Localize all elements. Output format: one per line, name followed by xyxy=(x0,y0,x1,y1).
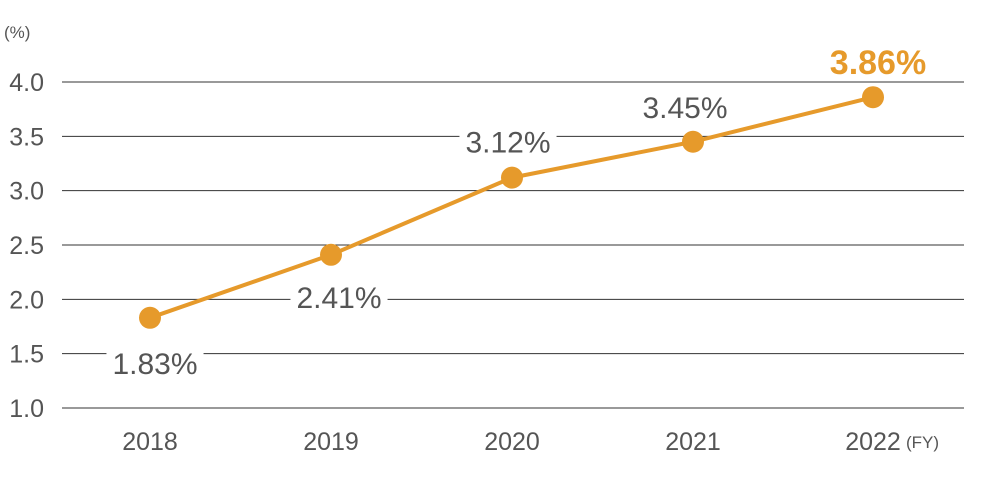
data-points xyxy=(139,86,884,329)
x-axis-ticks: 2018 2019 2020 2021 2022 xyxy=(122,428,901,456)
data-labels: 1.83% 2.41% 3.12% 3.45% 3.86% xyxy=(106,44,926,381)
data-label: 1.83% xyxy=(112,348,197,381)
data-label: 3.45% xyxy=(642,92,727,125)
y-axis-ticks: 1.0 1.5 2.0 2.5 3.0 3.5 4.0 xyxy=(9,69,44,423)
x-tick-label: 2021 xyxy=(665,428,721,456)
highlight-data-label: 3.86% xyxy=(830,44,926,82)
x-tick-label: 2018 xyxy=(122,428,178,456)
x-axis-unit: (FY) xyxy=(906,433,939,452)
y-tick-label: 2.0 xyxy=(9,286,44,314)
data-point xyxy=(862,86,884,109)
x-tick-label: 2020 xyxy=(484,428,540,456)
x-tick-label: 2019 xyxy=(303,428,359,456)
label-background xyxy=(290,281,388,315)
data-point xyxy=(320,243,342,266)
data-point xyxy=(139,306,161,329)
data-label: 3.12% xyxy=(465,127,550,160)
data-point xyxy=(501,166,523,189)
y-tick-label: 4.0 xyxy=(9,69,44,97)
x-tick-label: 2022 xyxy=(845,428,901,456)
data-label: 2.41% xyxy=(296,282,381,315)
y-axis-unit: (%) xyxy=(4,23,30,42)
y-tick-label: 1.5 xyxy=(9,341,44,369)
data-point xyxy=(682,130,704,153)
label-background xyxy=(106,347,204,381)
y-tick-label: 2.5 xyxy=(9,232,44,260)
y-tick-label: 1.0 xyxy=(9,395,44,423)
y-tick-label: 3.5 xyxy=(9,123,44,151)
label-background xyxy=(459,126,557,160)
y-tick-label: 3.0 xyxy=(9,178,44,206)
